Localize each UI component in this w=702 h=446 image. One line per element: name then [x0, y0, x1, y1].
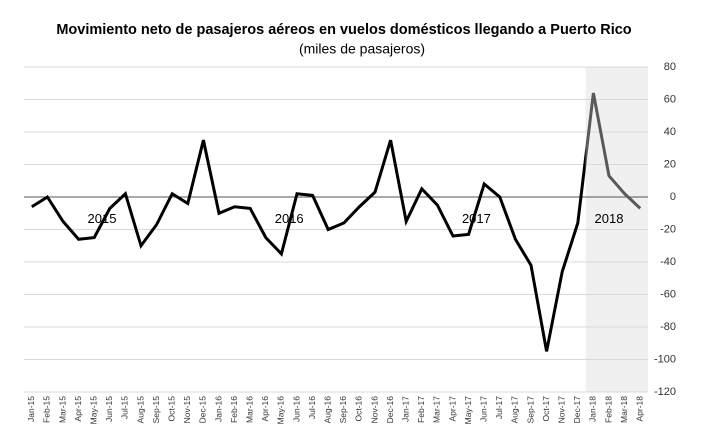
year-annotation: 2017	[462, 211, 491, 226]
x-tick-label: Feb-16	[229, 396, 239, 423]
x-tick-label: Jun-17	[478, 396, 488, 422]
y-tick-label: -40	[660, 256, 676, 268]
y-tick-label: -60	[660, 288, 676, 300]
x-tick-label: May-16	[276, 396, 286, 425]
year-annotation: 2016	[275, 211, 304, 226]
x-tick-label: Jul-16	[307, 396, 317, 419]
x-tick-label: Mar-15	[57, 396, 67, 423]
y-tick-label: -120	[654, 386, 676, 398]
y-tick-label: 40	[664, 126, 676, 138]
data-line	[31, 92, 642, 352]
chart-subtitle: (miles de pasajeros)	[299, 41, 425, 57]
y-tick-label: 80	[664, 61, 676, 73]
x-tick-label: Feb-18	[603, 396, 613, 423]
y-tick-label: 0	[670, 191, 676, 203]
x-tick-label: Mar-16	[244, 396, 254, 423]
x-tick-label: Dec-17	[572, 396, 582, 424]
x-tick-label: Sep-15	[151, 396, 161, 424]
x-tick-label: Jul-17	[494, 396, 504, 419]
x-tick-label: Aug-17	[510, 396, 520, 424]
x-tick-label: Nov-15	[182, 396, 192, 424]
y-tick-label: 60	[664, 93, 676, 105]
x-tick-label: Aug-15	[135, 396, 145, 424]
x-tick-label: Jun-15	[104, 396, 114, 422]
x-tick-label: Apr-18	[634, 396, 644, 422]
x-tick-label: Mar-18	[619, 396, 629, 423]
x-tick-label: Aug-16	[322, 396, 332, 424]
x-tick-label: Feb-17	[416, 396, 426, 423]
x-tick-label: Apr-15	[73, 396, 83, 422]
x-tick-label: Jan-17	[400, 396, 410, 422]
x-tick-label: Feb-15	[42, 396, 52, 423]
x-tick-label: Apr-16	[260, 396, 270, 422]
y-tick-label: 20	[664, 158, 676, 170]
x-tick-label: Apr-17	[447, 396, 457, 422]
x-tick-label: Dec-15	[198, 396, 208, 424]
x-tick-label: Jan-18	[588, 396, 598, 422]
x-tick-label: Oct-15	[166, 396, 176, 422]
y-tick-label: -20	[660, 223, 676, 235]
x-tick-label: Nov-16	[369, 396, 379, 424]
y-tick-label: -80	[660, 321, 676, 333]
x-tick-label: Sep-17	[525, 396, 535, 424]
x-tick-label: Oct-16	[354, 396, 364, 422]
year-annotation: 2018	[595, 211, 624, 226]
x-tick-label: Oct-17	[541, 396, 551, 422]
x-tick-label: Jun-16	[291, 396, 301, 422]
x-tick-label: Dec-16	[385, 396, 395, 424]
x-tick-label: May-17	[463, 396, 473, 425]
x-tick-label: May-15	[88, 396, 98, 425]
x-tick-label: Jan-15	[26, 396, 36, 422]
year-annotation: 2015	[88, 211, 117, 226]
y-tick-label: -100	[654, 353, 676, 365]
chart-title: Movimiento neto de pasajeros aéreos en v…	[56, 22, 631, 38]
x-tick-label: Mar-17	[432, 396, 442, 423]
x-tick-label: Sep-16	[338, 396, 348, 424]
x-tick-label: Nov-17	[556, 396, 566, 424]
x-tick-label: Jan-16	[213, 396, 223, 422]
x-tick-label: Jul-15	[120, 396, 130, 419]
